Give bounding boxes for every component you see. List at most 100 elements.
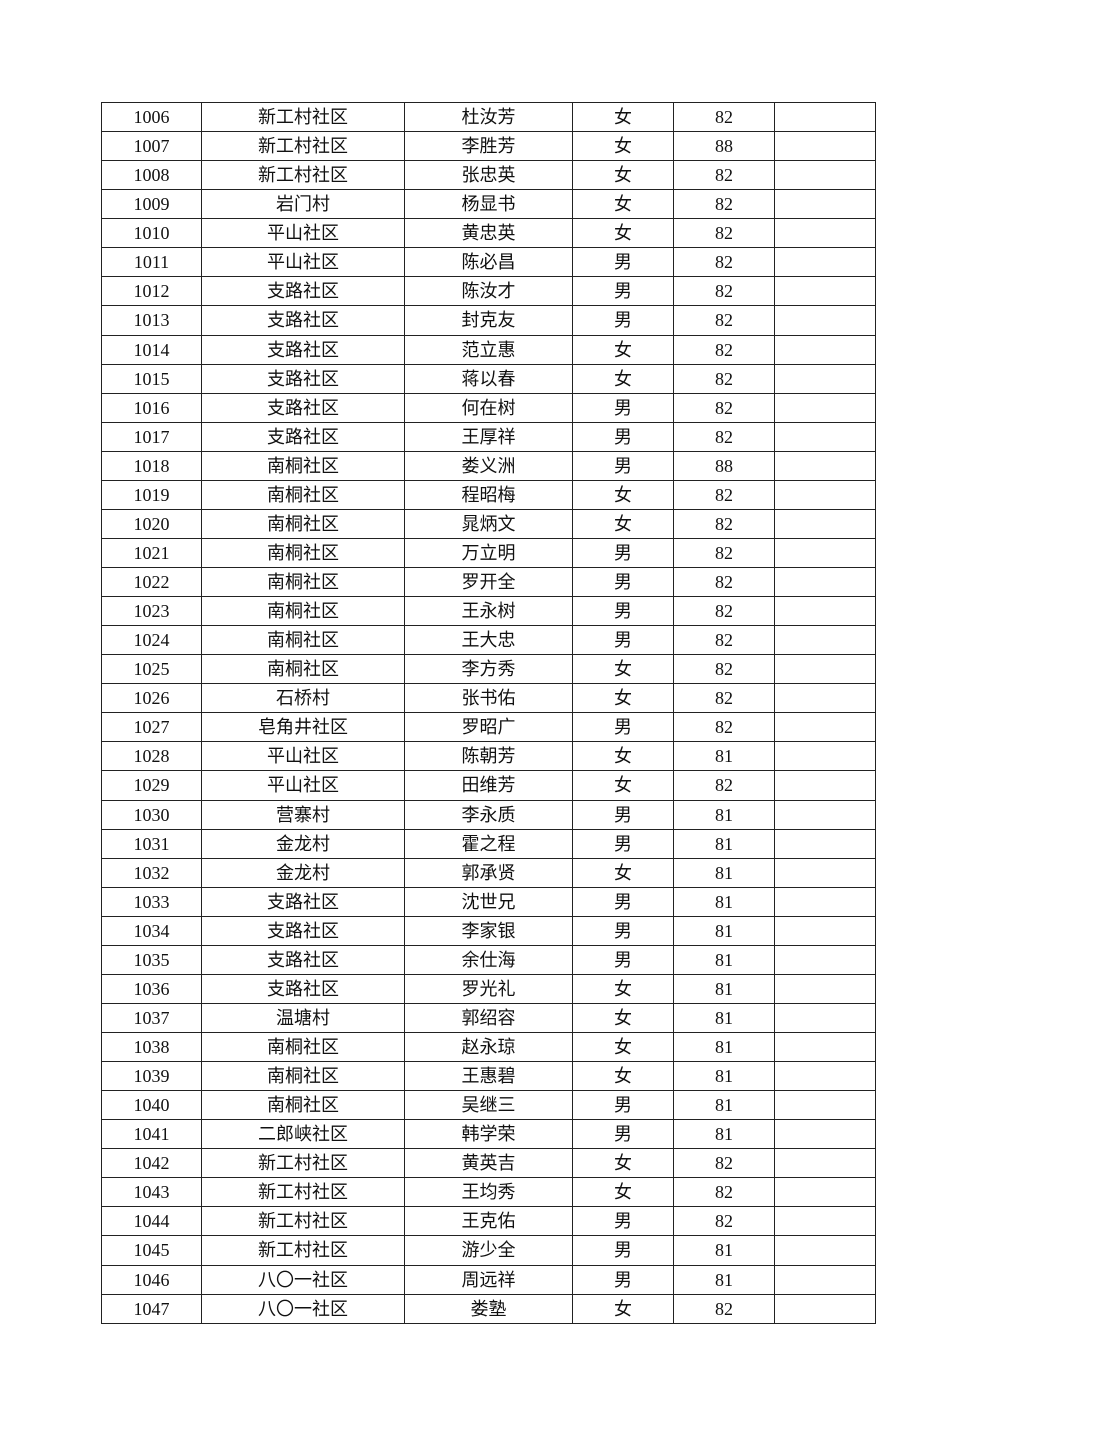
name-cell: 范立惠: [404, 334, 573, 365]
gender-cell: 女: [572, 857, 674, 888]
id-cell: 1012: [101, 276, 202, 307]
id-cell: 1029: [101, 770, 202, 801]
table-row: 1013 支路社区 封克友男 82: [101, 305, 876, 336]
remark-cell: [774, 654, 876, 685]
id-cell: 1032: [101, 857, 202, 888]
community-cell: 皂角井社区: [201, 712, 405, 743]
name-cell: 张忠英: [404, 160, 573, 191]
age-cell: 81: [673, 915, 775, 946]
gender-cell: 女: [572, 160, 674, 191]
id-cell: 1046: [101, 1264, 202, 1295]
name-cell: 张书佑: [404, 683, 573, 714]
community-cell: 二郎峡社区: [201, 1119, 405, 1150]
name-cell: 罗光礼: [404, 973, 573, 1004]
gender-cell: 女: [572, 654, 674, 685]
name-cell: 王均秀: [404, 1177, 573, 1208]
community-cell: 新工村社区: [201, 160, 405, 191]
records-table: 1006 新工村社区 杜汝芳女 82 1007 新工村社区 李胜芳女 88 1008 新工村社区张…: [101, 101, 876, 1324]
name-cell: 晁炳文: [404, 508, 573, 539]
community-cell: 石桥村: [201, 683, 405, 714]
id-cell: 1023: [101, 596, 202, 627]
remark-cell: [774, 101, 876, 133]
remark-cell: [774, 450, 876, 481]
remark-cell: [774, 683, 876, 714]
gender-cell: 女: [572, 1061, 674, 1092]
gender-cell: 男: [572, 1119, 674, 1150]
name-cell: 杨显书: [404, 189, 573, 220]
community-cell: 八〇一社区: [201, 1264, 405, 1295]
records-table-body: 1006 新工村社区 杜汝芳女 82 1007 新工村社区 李胜芳女 88 1008 新工村社区张…: [101, 101, 876, 1324]
id-cell: 1043: [101, 1177, 202, 1208]
gender-cell: 男: [572, 247, 674, 278]
gender-cell: 男: [572, 276, 674, 307]
gender-cell: 男: [572, 828, 674, 859]
name-cell: 吴继三: [404, 1090, 573, 1121]
table-row: 1026 石桥村 张书佑女 82: [101, 683, 876, 714]
community-cell: 平山社区: [201, 741, 405, 772]
table-row: 1009 岩门村 杨显书女 82: [101, 189, 876, 220]
community-cell: 南桐社区: [201, 508, 405, 539]
community-cell: 新工村社区: [201, 131, 405, 162]
id-cell: 1045: [101, 1235, 202, 1266]
community-cell: 新工村社区: [201, 1235, 405, 1266]
gender-cell: 男: [572, 596, 674, 627]
id-cell: 1018: [101, 450, 202, 481]
age-cell: 82: [673, 1206, 775, 1237]
id-cell: 1044: [101, 1206, 202, 1237]
community-cell: 平山社区: [201, 247, 405, 278]
age-cell: 81: [673, 886, 775, 917]
remark-cell: [774, 1119, 876, 1150]
id-cell: 1026: [101, 683, 202, 714]
age-cell: 82: [673, 770, 775, 801]
gender-cell: 男: [572, 1264, 674, 1295]
community-cell: 南桐社区: [201, 1061, 405, 1092]
gender-cell: 女: [572, 1177, 674, 1208]
table-row: 1029 平山社区 田维芳女 82: [101, 770, 876, 801]
name-cell: 赵永琼: [404, 1031, 573, 1063]
table-row: 1022 南桐社区 罗开全男 82: [101, 566, 876, 598]
remark-cell: [774, 218, 876, 249]
remark-cell: [774, 305, 876, 336]
age-cell: 82: [673, 189, 775, 220]
remark-cell: [774, 1090, 876, 1121]
age-cell: 81: [673, 828, 775, 859]
gender-cell: 男: [572, 450, 674, 481]
id-cell: 1027: [101, 712, 202, 743]
name-cell: 何在树: [404, 392, 573, 423]
table-row: 1015 支路社区 蒋以春女 82: [101, 363, 876, 394]
table-row: 1007 新工村社区 李胜芳女 88: [101, 131, 876, 162]
name-cell: 黄忠英: [404, 218, 573, 249]
age-cell: 81: [673, 799, 775, 830]
table-row: 1019 南桐社区 程昭梅女 82: [101, 479, 876, 510]
remark-cell: [774, 1293, 876, 1324]
remark-cell: [774, 160, 876, 191]
name-cell: 王厚祥: [404, 421, 573, 452]
community-cell: 新工村社区: [201, 1148, 405, 1179]
table-row: 1028 平山社区 陈朝芳女 81: [101, 741, 876, 772]
remark-cell: [774, 770, 876, 801]
gender-cell: 男: [572, 799, 674, 830]
age-cell: 82: [673, 421, 775, 452]
remark-cell: [774, 189, 876, 220]
name-cell: 郭承贤: [404, 857, 573, 888]
gender-cell: 女: [572, 101, 674, 133]
table-row: 1039 南桐社区 王惠碧女 81: [101, 1061, 876, 1092]
gender-cell: 男: [572, 1090, 674, 1121]
name-cell: 李胜芳: [404, 131, 573, 162]
gender-cell: 男: [572, 566, 674, 598]
table-row: 1042 新工村社区 黄英吉女 82: [101, 1148, 876, 1179]
id-cell: 1024: [101, 625, 202, 656]
remark-cell: [774, 596, 876, 627]
remark-cell: [774, 886, 876, 917]
id-cell: 1025: [101, 654, 202, 685]
id-cell: 1022: [101, 566, 202, 598]
gender-cell: 女: [572, 189, 674, 220]
remark-cell: [774, 1206, 876, 1237]
age-cell: 82: [673, 1177, 775, 1208]
table-row: 1025 南桐社区 李方秀女 82: [101, 654, 876, 685]
id-cell: 1037: [101, 1002, 202, 1034]
name-cell: 霍之程: [404, 828, 573, 859]
gender-cell: 女: [572, 683, 674, 714]
id-cell: 1030: [101, 799, 202, 830]
gender-cell: 男: [572, 305, 674, 336]
